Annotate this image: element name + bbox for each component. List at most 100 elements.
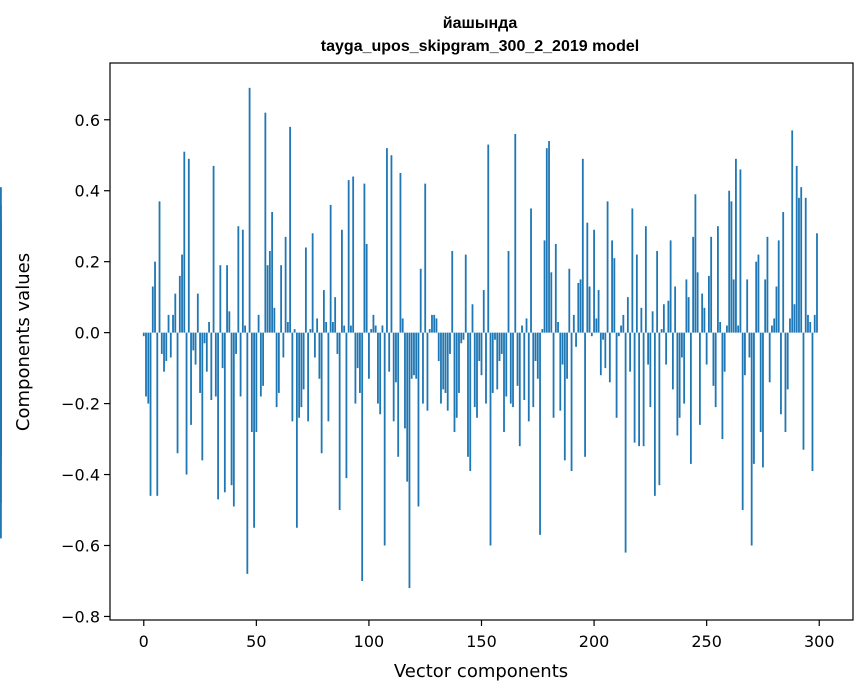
bar-244 <box>692 236 695 333</box>
bar-159 <box>500 332 503 354</box>
bar-233 <box>667 300 670 333</box>
y-tick-label: 0.4 <box>75 182 100 201</box>
bar-127 <box>428 329 431 333</box>
bar-201 <box>595 318 598 333</box>
bar-267 <box>744 332 746 376</box>
bar-14 <box>174 293 177 333</box>
y-tick-label: −0.4 <box>61 466 100 485</box>
bar-286 <box>786 332 789 390</box>
bar-52 <box>259 332 262 397</box>
bar-250 <box>705 332 708 365</box>
bar-203 <box>599 332 602 376</box>
bar-160 <box>503 332 505 432</box>
bar-54 <box>264 112 267 333</box>
bar-119 <box>410 332 413 379</box>
bar-266 <box>741 332 744 511</box>
bar-82 <box>327 332 330 422</box>
bar-269 <box>748 332 751 358</box>
x-tick-label: 50 <box>246 632 266 651</box>
bar-282 <box>777 240 780 333</box>
bar-170 <box>525 318 528 333</box>
bar-293 <box>802 332 805 450</box>
bar-62 <box>282 332 285 358</box>
bar-172 <box>530 208 532 333</box>
bar-139 <box>455 332 458 418</box>
bar-112 <box>395 332 397 383</box>
bar-215 <box>626 297 629 333</box>
bar-69 <box>298 332 301 418</box>
bar-61 <box>280 265 283 333</box>
bar-145 <box>469 332 472 471</box>
bar-23 <box>194 332 197 365</box>
bar-138 <box>453 332 456 432</box>
bar-125 <box>424 183 427 333</box>
bar-190 <box>570 332 573 471</box>
bar-59 <box>275 332 278 408</box>
bar-199 <box>590 332 593 337</box>
bar-212 <box>620 325 622 333</box>
bar-259 <box>726 325 728 333</box>
bar-257 <box>721 332 724 440</box>
bar-150 <box>480 332 483 376</box>
bar-288 <box>791 130 794 333</box>
bar-147 <box>473 332 476 408</box>
bar-9 <box>163 332 165 372</box>
bar-205 <box>604 332 607 369</box>
bar-283 <box>780 332 782 415</box>
bar-58 <box>273 307 276 333</box>
bar-224 <box>647 332 650 365</box>
bar-25 <box>199 332 201 393</box>
bar-229 <box>658 332 661 486</box>
bar-264 <box>737 325 740 333</box>
bar-198 <box>588 286 591 333</box>
bar-144 <box>467 332 469 457</box>
bar-196 <box>584 332 586 457</box>
bar-117 <box>406 332 409 482</box>
bar-97 <box>361 332 364 581</box>
bar-245 <box>694 194 697 333</box>
bar-276 <box>764 279 767 333</box>
bar-20 <box>187 158 190 333</box>
bar-217 <box>631 208 634 333</box>
bar-93 <box>352 176 355 333</box>
bar-101 <box>370 329 373 333</box>
bar-64 <box>286 321 289 333</box>
x-tick-label: 200 <box>579 632 610 651</box>
bar-274 <box>759 332 762 432</box>
bar-7 <box>158 201 161 333</box>
bar-277 <box>766 236 769 333</box>
bar-278 <box>768 332 771 383</box>
bar-246 <box>696 272 699 333</box>
bar-271 <box>753 332 755 464</box>
bar-238 <box>678 332 681 418</box>
y-axis-label: Components values <box>13 253 34 431</box>
bar-193 <box>577 282 580 333</box>
bar-42 <box>237 226 240 333</box>
y-tick-label: 0.0 <box>75 324 100 343</box>
bar-96 <box>359 332 361 393</box>
bar-40 <box>232 332 235 507</box>
bar-29 <box>208 321 210 333</box>
bar-187 <box>563 332 566 461</box>
bar-114 <box>399 172 402 333</box>
bar-2 <box>147 332 150 404</box>
bar-185 <box>559 332 562 411</box>
bar-132 <box>440 332 442 404</box>
bar-178 <box>543 240 546 333</box>
bar-195 <box>581 158 584 333</box>
bar-287 <box>789 318 791 333</box>
bar-252 <box>710 236 713 333</box>
bar-86 <box>336 332 339 354</box>
bar-110 <box>390 155 393 333</box>
bar-19 <box>185 332 188 475</box>
bar-153 <box>487 144 490 333</box>
bar-290 <box>795 165 798 333</box>
bar-26 <box>201 332 204 461</box>
bar-109 <box>388 332 391 372</box>
bar-22 <box>192 332 195 351</box>
bar-295 <box>807 314 809 333</box>
bar-197 <box>586 222 589 333</box>
bar-0 <box>142 332 145 337</box>
bar-166 <box>516 332 519 386</box>
bar-95 <box>356 332 359 369</box>
